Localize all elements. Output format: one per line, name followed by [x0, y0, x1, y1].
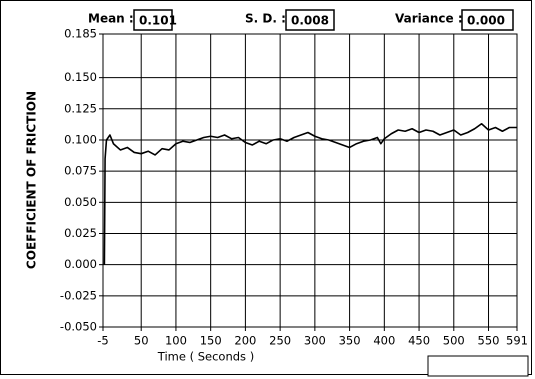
y-tick-label: 0.000 [64, 257, 97, 271]
x-tick-label: 591 [506, 334, 528, 348]
x-tick-label: 300 [304, 334, 326, 348]
stat-box [461, 9, 514, 31]
stat-label: Variance : [395, 12, 463, 26]
x-tick-label: 450 [408, 334, 430, 348]
x-tick-label: 250 [269, 334, 291, 348]
x-tick-label: 150 [200, 334, 222, 348]
y-tick-label: 0.100 [64, 132, 97, 146]
y-tick-label: -0.050 [60, 320, 97, 334]
x-tick-label: 500 [443, 334, 465, 348]
x-tick-label: 550 [478, 334, 500, 348]
y-axis-label: COEFFICIENT OF FRICTION [25, 91, 39, 269]
x-tick-label: 400 [373, 334, 395, 348]
y-tick-label: 0.050 [64, 195, 97, 209]
stat-value: 0.008 [291, 14, 329, 28]
stat-box [285, 9, 335, 31]
plot-area [102, 33, 518, 328]
stat-value: 0.000 [467, 14, 505, 28]
y-tick-label: 0.075 [64, 164, 97, 178]
y-tick-label: 0.025 [64, 226, 97, 240]
y-tick-label: 0.185 [64, 27, 97, 41]
data-line [103, 122, 517, 265]
y-tick-label: 0.150 [64, 70, 97, 84]
status-box [427, 355, 529, 377]
x-tick-label: 100 [165, 334, 187, 348]
stat-value: 0.101 [139, 14, 177, 28]
stat-label: Mean : [88, 12, 134, 26]
x-tick-label: -5 [97, 334, 108, 348]
y-tick-label: 0.125 [64, 101, 97, 115]
x-axis-label: Time ( Seconds ) [157, 350, 254, 364]
y-tick-label: -0.025 [60, 288, 97, 302]
stat-box [133, 9, 173, 31]
x-tick-label: 50 [134, 334, 149, 348]
x-tick-label: 350 [339, 334, 361, 348]
x-tick-label: 200 [234, 334, 256, 348]
stat-label: S. D. : [245, 12, 286, 26]
